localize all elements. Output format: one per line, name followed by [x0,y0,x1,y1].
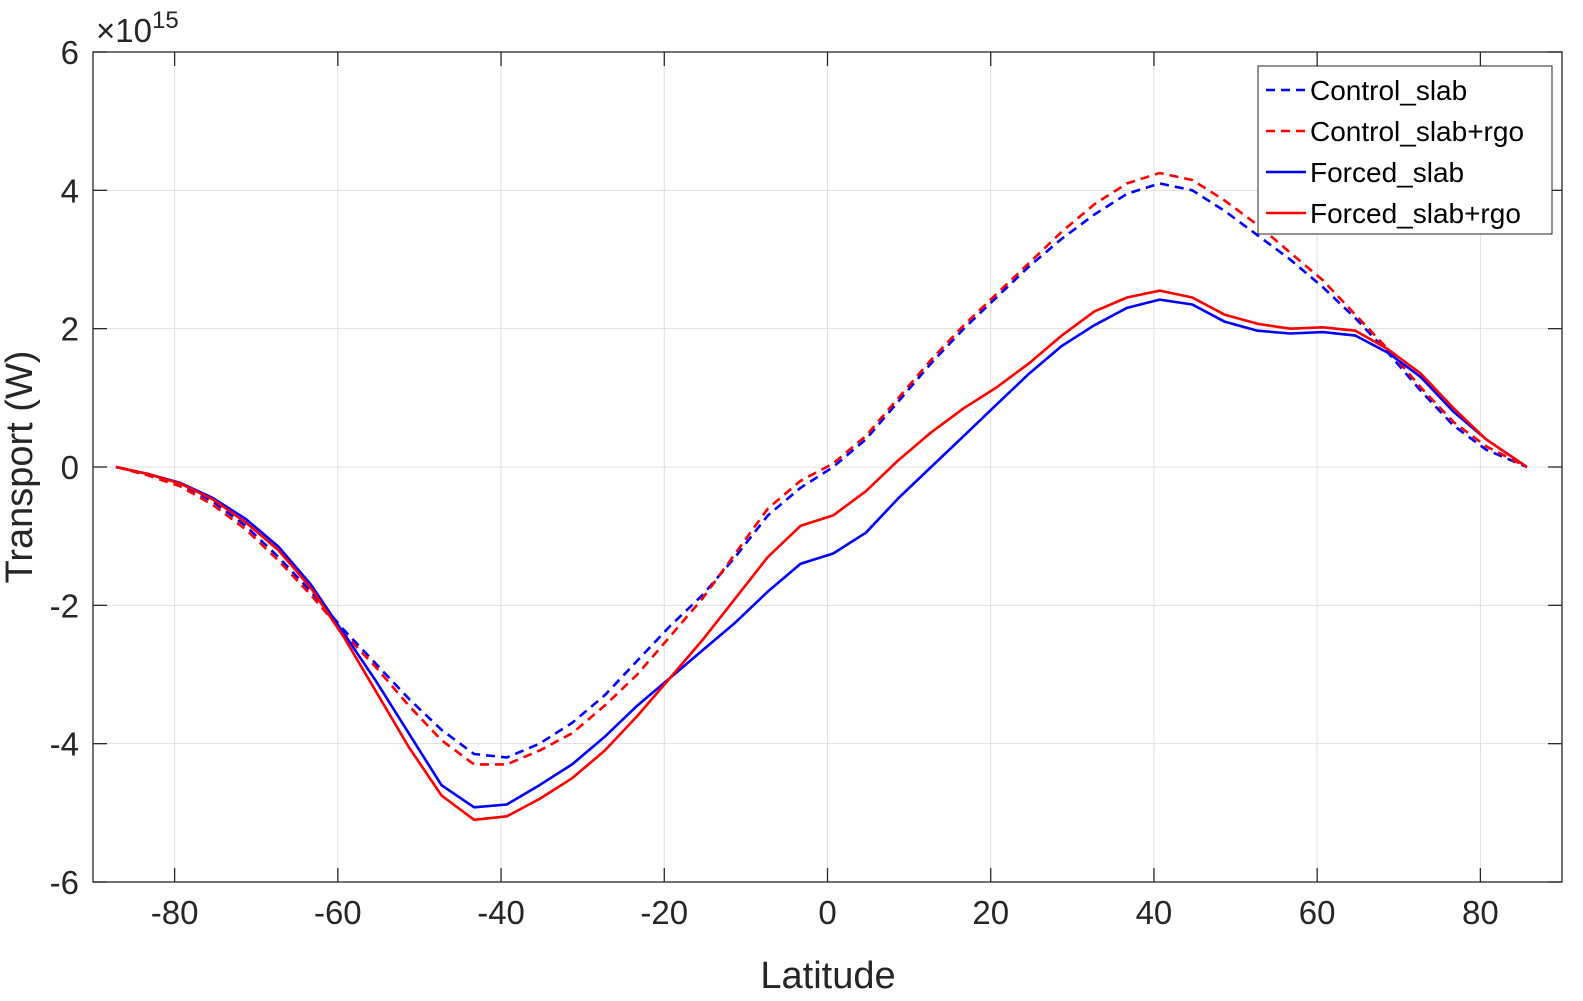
x-axis-label: Latitude [760,955,895,997]
legend-entry-label: Control_slab [1310,75,1467,106]
legend-box [1257,65,1553,235]
x-tick-label: 40 [1136,894,1173,931]
series-line-control-slab [115,182,1528,759]
x-tick-label: -60 [314,894,362,931]
y-axis-label: Transport (W) [0,351,41,584]
legend-entry-label: Forced_slab [1310,157,1464,188]
y-axis-ticks: -6 -4 -2 0 2 4 6 [50,34,1562,901]
y-tick-label: -2 [50,587,79,624]
series-lines [115,171,1528,822]
legend: Control_slab Control_slab+rgo Forced_slab F… [1257,65,1553,235]
y-tick-label: 0 [61,449,79,486]
series-line-forced-slab [115,298,1528,809]
x-axis-ticks: -80 -60 -40 -20 0 20 40 60 80 [151,52,1499,931]
y-tick-label: -4 [50,726,79,763]
legend-entry-label: Forced_slab+rgo [1310,198,1521,229]
y-tick-label: 4 [61,172,79,209]
y-tick-label: -6 [50,864,79,901]
series-line-control-slab-rgo [115,171,1528,766]
y-tick-label: 2 [61,311,79,348]
x-tick-label: 20 [972,894,1009,931]
legend-entry-label: Control_slab+rgo [1310,116,1524,147]
x-tick-label: -40 [477,894,525,931]
x-tick-label: 80 [1462,894,1499,931]
x-tick-label: -80 [151,894,199,931]
x-tick-label: 0 [818,894,836,931]
x-tick-label: 60 [1299,894,1336,931]
x-tick-label: -20 [640,894,688,931]
series-line-forced-slab-rgo [115,289,1528,822]
exponent-label: ×1015 [96,7,179,49]
y-tick-label: 6 [61,34,79,71]
